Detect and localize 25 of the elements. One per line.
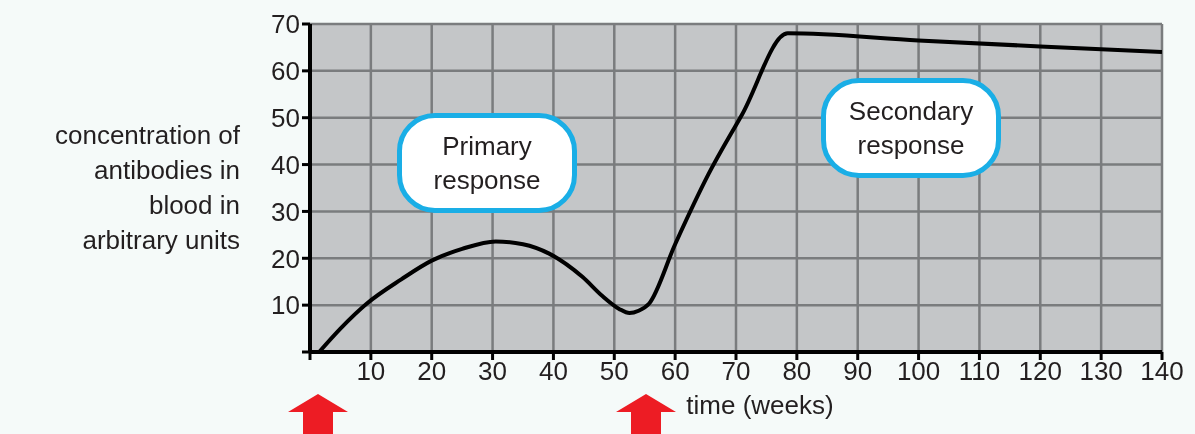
x-tick-label: 90	[843, 356, 873, 387]
x-tick-label: 20	[417, 356, 447, 387]
x-tick-label: 30	[478, 356, 508, 387]
x-tick-label: 40	[538, 356, 568, 387]
x-tick-label: 130	[1079, 356, 1123, 387]
x-tick-label: 70	[721, 356, 751, 387]
annotation: Secondary response	[821, 78, 1001, 178]
annotation: Primary response	[397, 113, 577, 213]
y-tick-label: 70	[271, 9, 300, 40]
x-tick-label: 80	[782, 356, 812, 387]
y-tick-label: 20	[271, 243, 300, 274]
y-tick-label: 40	[271, 149, 300, 180]
y-tick-label: 50	[271, 102, 300, 133]
x-axis-title: time (weeks)	[685, 390, 835, 421]
x-tick-label: 100	[896, 356, 941, 387]
x-tick-label: 50	[599, 356, 629, 387]
y-axis-title: concentration of antibodies in blood in arbitrary units	[54, 119, 240, 257]
x-tick-label: 60	[660, 356, 690, 387]
y-tick-label: 60	[271, 56, 300, 87]
y-tick-label: 30	[271, 196, 300, 227]
x-tick-label: 10	[356, 356, 386, 387]
y-tick-label: 10	[271, 290, 300, 321]
x-tick-label: 110	[958, 356, 1001, 387]
x-tick-label: 120	[1018, 356, 1062, 387]
x-tick-label: 140	[1140, 356, 1184, 387]
